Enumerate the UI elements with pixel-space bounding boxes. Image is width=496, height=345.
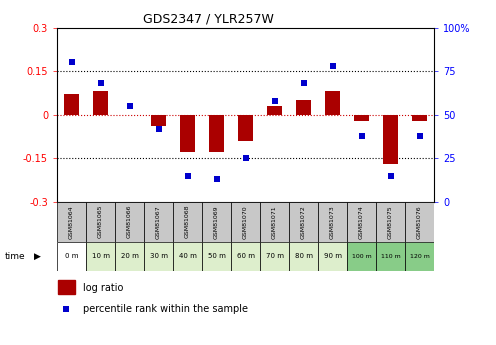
Text: 90 m: 90 m: [323, 253, 342, 259]
Bar: [260, 241, 289, 271]
Bar: [57, 202, 86, 242]
Bar: [115, 202, 144, 242]
Text: GSM81072: GSM81072: [301, 205, 306, 239]
Text: 120 m: 120 m: [410, 254, 430, 259]
Text: GSM81066: GSM81066: [127, 205, 132, 238]
Bar: [144, 202, 173, 242]
Text: GSM81067: GSM81067: [156, 205, 161, 239]
Bar: [173, 202, 202, 242]
Text: GSM81069: GSM81069: [214, 205, 219, 239]
Text: 20 m: 20 m: [121, 253, 138, 259]
Text: GSM81074: GSM81074: [359, 205, 364, 239]
Text: GSM81070: GSM81070: [243, 205, 248, 239]
Bar: [86, 241, 115, 271]
Text: 80 m: 80 m: [295, 253, 312, 259]
Bar: [289, 241, 318, 271]
Text: percentile rank within the sample: percentile rank within the sample: [83, 304, 248, 314]
Text: GSM81064: GSM81064: [69, 205, 74, 239]
Bar: [231, 241, 260, 271]
Text: 10 m: 10 m: [92, 253, 110, 259]
Bar: [296, 100, 311, 115]
Text: GSM81075: GSM81075: [388, 205, 393, 239]
Bar: [318, 241, 347, 271]
Text: 60 m: 60 m: [237, 253, 254, 259]
Bar: [347, 241, 376, 271]
Text: GSM81073: GSM81073: [330, 205, 335, 239]
Bar: [238, 115, 253, 141]
Bar: [347, 202, 376, 242]
Bar: [376, 241, 405, 271]
Bar: [64, 95, 79, 115]
Bar: [412, 115, 427, 120]
Text: time: time: [5, 252, 26, 261]
Bar: [202, 241, 231, 271]
Bar: [209, 115, 224, 152]
Bar: [86, 202, 115, 242]
Bar: [318, 202, 347, 242]
Text: 0 m: 0 m: [65, 253, 78, 259]
Bar: [151, 115, 166, 126]
Bar: [202, 202, 231, 242]
Bar: [93, 91, 108, 115]
Text: log ratio: log ratio: [83, 283, 124, 293]
Text: GSM81071: GSM81071: [272, 205, 277, 239]
Bar: [354, 115, 369, 120]
Bar: [405, 202, 434, 242]
Text: 110 m: 110 m: [380, 254, 400, 259]
Bar: [405, 241, 434, 271]
Text: 40 m: 40 m: [179, 253, 196, 259]
Bar: [325, 91, 340, 115]
Text: 30 m: 30 m: [149, 253, 168, 259]
Bar: [376, 202, 405, 242]
Bar: [57, 241, 86, 271]
Bar: [260, 202, 289, 242]
Bar: [383, 115, 398, 164]
Bar: [58, 280, 75, 295]
Text: GSM81076: GSM81076: [417, 205, 422, 239]
Text: ▶: ▶: [34, 252, 41, 261]
Text: 70 m: 70 m: [265, 253, 284, 259]
Bar: [267, 106, 282, 115]
Text: 100 m: 100 m: [352, 254, 372, 259]
Text: 50 m: 50 m: [208, 253, 226, 259]
Text: GSM81065: GSM81065: [98, 205, 103, 238]
Bar: [289, 202, 318, 242]
Bar: [231, 202, 260, 242]
Text: GSM81068: GSM81068: [185, 205, 190, 238]
Bar: [180, 115, 195, 152]
Text: GDS2347 / YLR257W: GDS2347 / YLR257W: [143, 12, 274, 25]
Bar: [115, 241, 144, 271]
Bar: [173, 241, 202, 271]
Bar: [144, 241, 173, 271]
